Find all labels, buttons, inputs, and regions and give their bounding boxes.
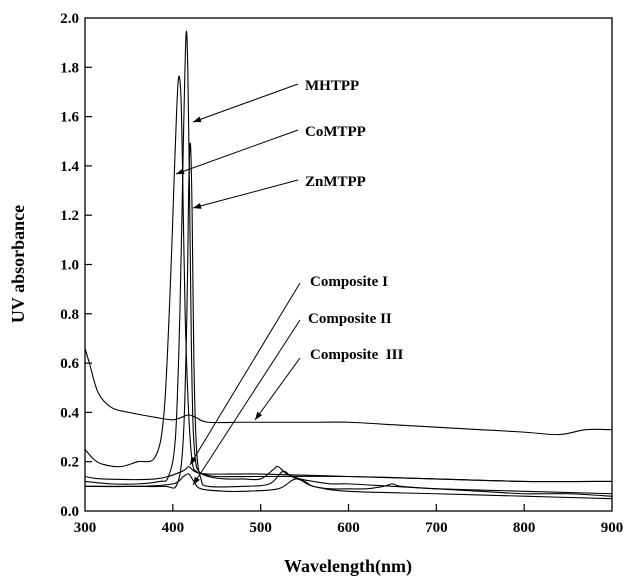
y-tick-label: 0.2: [60, 455, 79, 471]
series-lines: [84, 30, 613, 500]
x-tick-label: 700: [425, 520, 448, 536]
y-tick-label: 2.0: [60, 11, 79, 27]
y-axis-title: UV absorbance: [8, 205, 28, 323]
annotation-arrowhead: [193, 203, 202, 209]
y-tick-label: 0.6: [60, 356, 79, 372]
annotation-label-composite-iii: Composite III: [310, 347, 404, 363]
annotation-arrow-composite-i: [189, 282, 301, 466]
annotation-label-composite-ii: Composite II: [308, 311, 392, 327]
x-tick-label: 400: [162, 520, 185, 536]
annotation-label-znmtpp: ZnMTPP: [305, 174, 366, 190]
x-tick-label: 900: [601, 520, 624, 536]
x-tick-label: 600: [337, 520, 360, 536]
series-line-mhtpp: [84, 30, 613, 497]
annotation-arrow-composite-iii: [254, 357, 301, 421]
x-axis-title: Wavelength(nm): [284, 556, 412, 577]
annotation-arrowhead: [190, 456, 197, 465]
annotation-arrowhead: [193, 116, 202, 123]
y-tick-label: 1.6: [60, 110, 79, 126]
y-tick-label: 1.8: [60, 60, 79, 76]
x-tick-label: 300: [74, 520, 97, 536]
annotation-arrow-comtpp: [175, 129, 299, 175]
annotation-arrowhead: [193, 476, 200, 485]
annotation-arrow-znmtpp: [192, 179, 299, 209]
y-tick-label: 1.0: [60, 258, 79, 274]
series-line-composite-iii: [84, 348, 613, 436]
annotations: MHTPP CoMTPP ZnMTPP Composite I Composite II…: [175, 78, 404, 486]
y-tick-label: 0.8: [60, 307, 79, 323]
x-tick-label: 800: [513, 520, 536, 536]
axis-ticks: 300 400 500 600 700 800 900 0.0 0.2 0.4 0.6 0.8 1.0 1…: [60, 11, 623, 536]
series-line-comtpp: [84, 75, 613, 483]
annotation-label-composite-i: Composite I: [310, 274, 388, 290]
annotation-label-comtpp: CoMTPP: [305, 124, 366, 140]
annotation-arrowhead: [255, 411, 263, 420]
y-tick-label: 0.4: [60, 405, 79, 421]
series-line-composite-ii: [84, 473, 613, 500]
y-tick-label: 1.4: [60, 159, 79, 175]
annotation-arrowhead: [176, 168, 185, 175]
annotation-arrow-composite-ii: [192, 319, 301, 486]
series-line-composite-i: [84, 466, 613, 483]
annotation-label-mhtpp: MHTPP: [305, 78, 359, 94]
x-tick-label: 500: [249, 520, 272, 536]
annotation-arrow-mhtpp: [192, 83, 299, 123]
series-line-znmtpp: [85, 142, 613, 495]
y-tick-label: 1.2: [60, 208, 79, 224]
y-tick-label: 0.0: [60, 504, 79, 520]
